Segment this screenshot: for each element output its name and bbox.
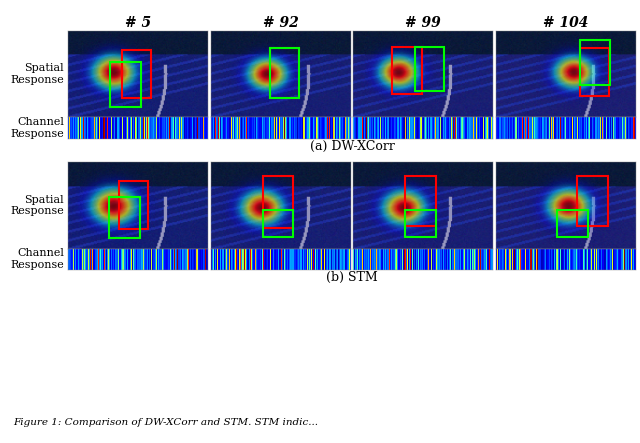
Bar [557, 210, 588, 237]
Text: Channel
Response: Channel Response [10, 249, 64, 270]
Bar [415, 47, 444, 92]
Text: (b) STM: (b) STM [326, 271, 378, 284]
Bar [580, 40, 611, 85]
Bar [111, 62, 141, 107]
Text: # 92: # 92 [263, 16, 299, 30]
Text: # 99: # 99 [405, 16, 441, 30]
Bar [119, 181, 148, 229]
Text: (a) DW-XCorr: (a) DW-XCorr [310, 140, 394, 153]
Bar [580, 48, 609, 96]
Bar [392, 47, 422, 94]
Text: # 104: # 104 [543, 16, 588, 30]
Bar [405, 210, 436, 237]
Bar [262, 176, 293, 228]
Bar [577, 176, 607, 226]
Bar [122, 50, 151, 98]
Bar [405, 176, 436, 226]
Text: Figure 1: Comparison of DW-XCorr and STM. STM indic...: Figure 1: Comparison of DW-XCorr and STM… [13, 418, 317, 427]
Bar [269, 48, 299, 98]
Text: Spatial
Response: Spatial Response [10, 194, 64, 216]
Bar [262, 210, 293, 237]
Bar [109, 197, 140, 238]
Text: Channel
Response: Channel Response [10, 117, 64, 139]
Text: # 5: # 5 [125, 16, 152, 30]
Bar [269, 48, 299, 98]
Text: Spatial
Response: Spatial Response [10, 63, 64, 85]
